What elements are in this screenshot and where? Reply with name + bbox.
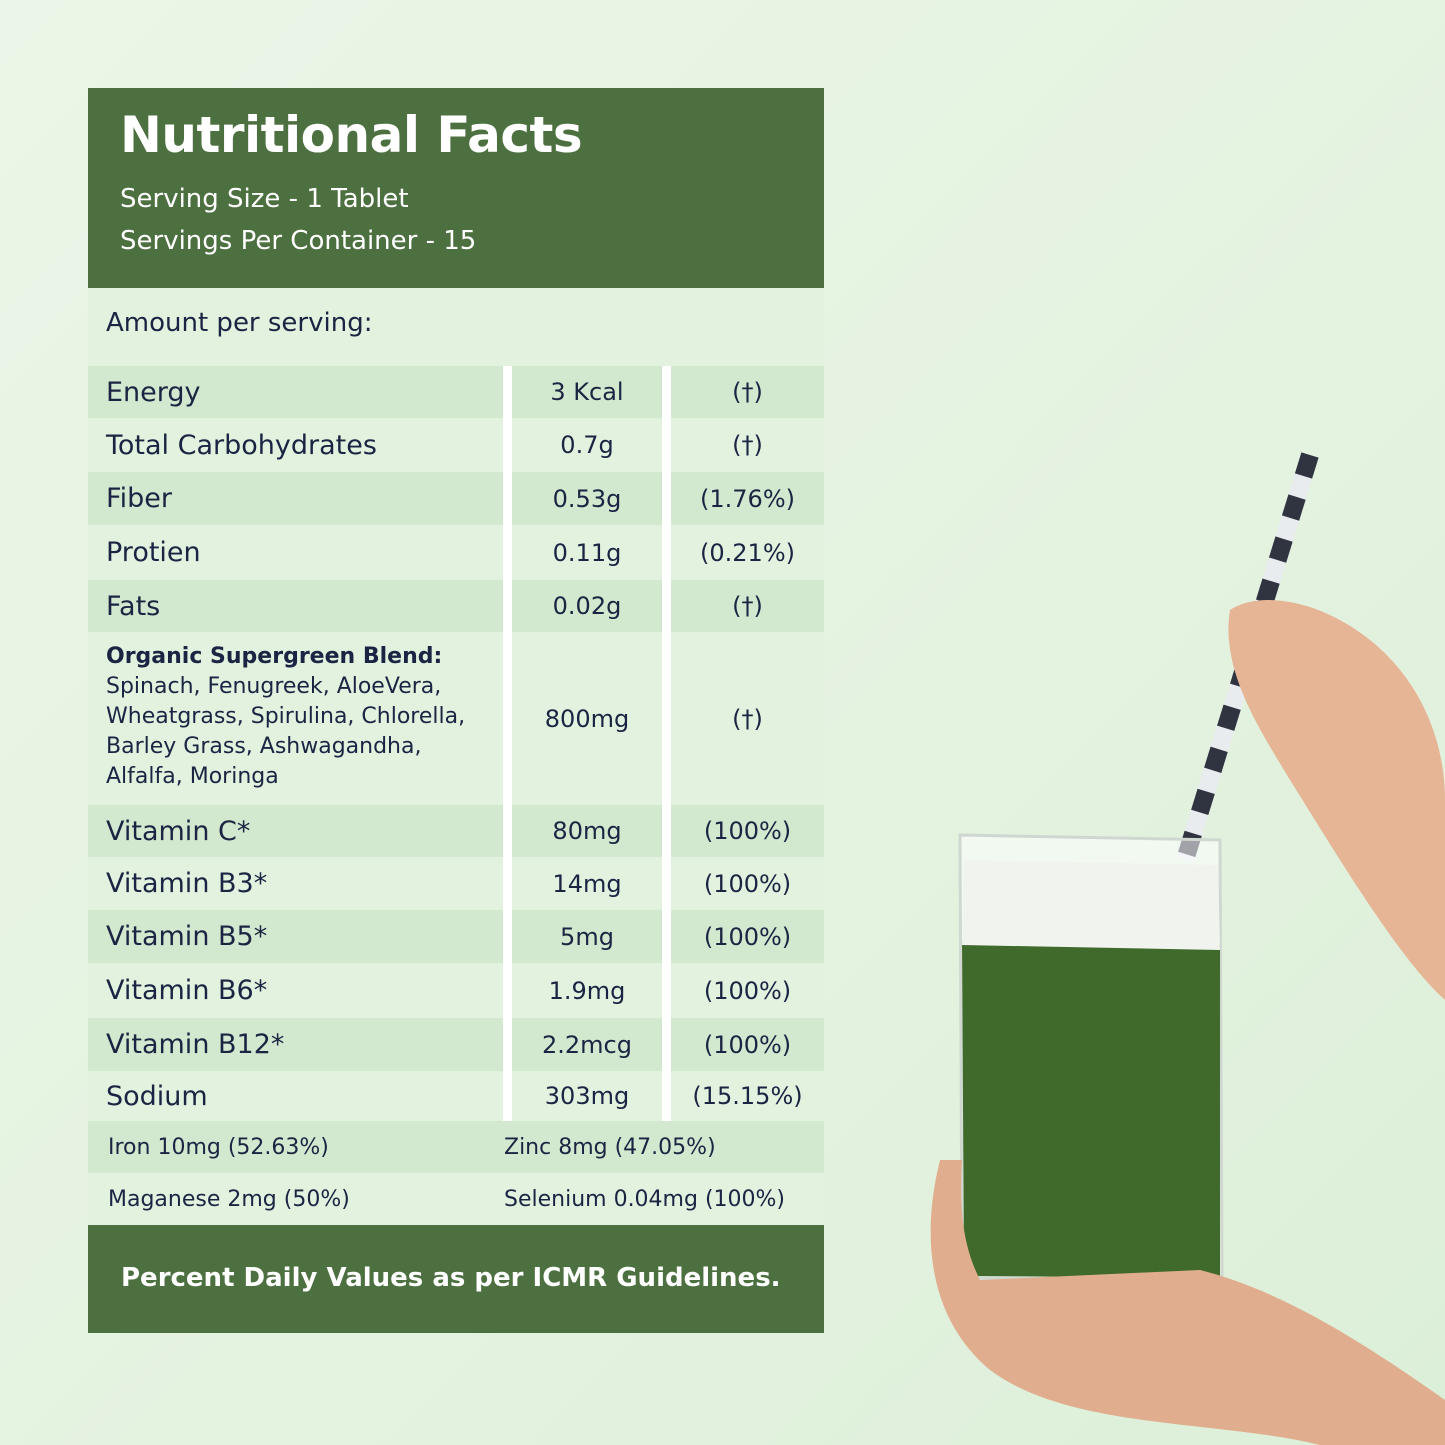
product-photo-green-drink <box>930 452 1445 1445</box>
column-divider <box>662 632 671 805</box>
nutrient-name: Fiber <box>88 472 503 525</box>
nutrient-row: Vitamin B3* 14mg (100%) <box>88 857 824 910</box>
nutrient-amount: 1.9mg <box>512 963 662 1018</box>
nutrient-table: Energy 3 Kcal (†) Total Carbohydrates 0.7g (†… <box>88 366 824 1121</box>
nutrient-daily-value: (†) <box>671 580 824 632</box>
nutrient-row: Fiber 0.53g (1.76%) <box>88 472 824 525</box>
nutrient-row: Vitamin B6* 1.9mg (100%) <box>88 963 824 1018</box>
nutrient-row: Sodium 303mg (15.15%) <box>88 1071 824 1121</box>
mineral-manganese: Maganese 2mg (50%) <box>108 1186 350 1212</box>
nutrient-name: Vitamin B12* <box>88 1018 503 1071</box>
mineral-selenium: Selenium 0.04mg (100%) <box>504 1186 786 1212</box>
upper-hand <box>1228 600 1445 1000</box>
column-divider <box>503 805 512 857</box>
green-drink <box>962 940 1220 1278</box>
nutrient-amount: 0.02g <box>512 580 662 632</box>
foam <box>962 860 1220 950</box>
column-divider <box>503 1018 512 1071</box>
column-divider <box>662 580 671 632</box>
column-divider <box>503 580 512 632</box>
nutrition-header: Nutritional Facts Serving Size - 1 Table… <box>88 88 824 288</box>
nutrient-row: Vitamin B5* 5mg (100%) <box>88 910 824 963</box>
nutrient-daily-value: (†) <box>671 366 824 418</box>
column-divider <box>503 418 512 472</box>
column-divider <box>503 857 512 910</box>
nutrient-name: Vitamin B6* <box>88 963 503 1018</box>
mineral-row: Maganese 2mg (50%) Selenium 0.04mg (100%… <box>88 1173 824 1225</box>
nutrient-name: Vitamin B5* <box>88 910 503 963</box>
mineral-zinc: Zinc 8mg (47.05%) <box>504 1134 716 1160</box>
nutrient-row: Protien 0.11g (0.21%) <box>88 525 824 580</box>
amount-per-serving-label: Amount per serving: <box>88 288 824 366</box>
nutrient-name: Protien <box>88 525 503 580</box>
column-divider <box>662 525 671 580</box>
nutrient-daily-value: (1.76%) <box>671 472 824 525</box>
nutrient-daily-value: (100%) <box>671 857 824 910</box>
nutrient-row: Energy 3 Kcal (†) <box>88 366 824 418</box>
column-divider <box>503 910 512 963</box>
column-divider <box>662 1071 671 1121</box>
column-divider <box>662 857 671 910</box>
nutrient-amount: 0.7g <box>512 418 662 472</box>
nutrient-daily-value: (15.15%) <box>671 1071 824 1121</box>
column-divider <box>662 805 671 857</box>
column-divider <box>662 963 671 1018</box>
blend-title: Organic Supergreen Blend: <box>106 644 443 669</box>
lower-hand <box>930 1160 1445 1445</box>
mineral-row: Iron 10mg (52.63%) Zinc 8mg (47.05%) <box>88 1121 824 1173</box>
column-divider <box>662 418 671 472</box>
nutrient-name: Organic Supergreen Blend: Spinach, Fenugr… <box>88 632 503 805</box>
column-divider <box>503 525 512 580</box>
nutrient-amount: 800mg <box>512 632 662 805</box>
nutrient-name: Fats <box>88 580 503 632</box>
panel-title: Nutritional Facts <box>120 106 583 164</box>
footer-note: Percent Daily Values as per ICMR Guideli… <box>88 1225 824 1333</box>
column-divider <box>503 963 512 1018</box>
column-divider <box>503 632 512 805</box>
nutrient-amount: 0.53g <box>512 472 662 525</box>
nutrient-amount: 5mg <box>512 910 662 963</box>
servings-per-container: Servings Per Container - 15 <box>120 226 477 256</box>
column-divider <box>503 472 512 525</box>
nutrient-daily-value: (100%) <box>671 1018 824 1071</box>
nutrient-daily-value: (†) <box>671 632 824 805</box>
nutrient-daily-value: (100%) <box>671 963 824 1018</box>
nutrient-row: Total Carbohydrates 0.7g (†) <box>88 418 824 472</box>
nutrient-daily-value: (100%) <box>671 910 824 963</box>
nutrient-name: Total Carbohydrates <box>88 418 503 472</box>
nutrient-name: Sodium <box>88 1071 503 1121</box>
blend-ingredients: Spinach, Fenugreek, AloeVera, Wheatgrass… <box>106 674 466 789</box>
nutrient-name: Vitamin B3* <box>88 857 503 910</box>
column-divider <box>662 366 671 418</box>
nutrient-daily-value: (0.21%) <box>671 525 824 580</box>
nutrient-row: Fats 0.02g (†) <box>88 580 824 632</box>
mineral-iron: Iron 10mg (52.63%) <box>108 1134 329 1160</box>
nutrient-row: Vitamin C* 80mg (100%) <box>88 805 824 857</box>
nutrient-amount: 14mg <box>512 857 662 910</box>
nutrient-daily-value: (†) <box>671 418 824 472</box>
column-divider <box>662 910 671 963</box>
nutrient-daily-value: (100%) <box>671 805 824 857</box>
nutrient-amount: 303mg <box>512 1071 662 1121</box>
nutrient-name: Energy <box>88 366 503 418</box>
nutrient-amount: 3 Kcal <box>512 366 662 418</box>
column-divider <box>503 366 512 418</box>
nutrient-amount: 80mg <box>512 805 662 857</box>
nutrient-amount: 2.2mcg <box>512 1018 662 1071</box>
nutrient-name: Vitamin C* <box>88 805 503 857</box>
column-divider <box>503 1071 512 1121</box>
nutrition-facts-panel: Nutritional Facts Serving Size - 1 Table… <box>88 88 824 1333</box>
column-divider <box>662 1018 671 1071</box>
nutrient-row: Vitamin B12* 2.2mcg (100%) <box>88 1018 824 1071</box>
nutrient-amount: 0.11g <box>512 525 662 580</box>
column-divider <box>662 472 671 525</box>
serving-size: Serving Size - 1 Tablet <box>120 184 409 214</box>
nutrient-row: Organic Supergreen Blend: Spinach, Fenugr… <box>88 632 824 805</box>
